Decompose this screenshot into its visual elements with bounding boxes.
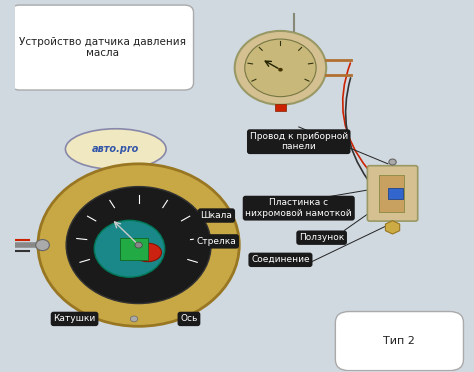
- Text: Тип 2: Тип 2: [383, 336, 415, 346]
- Ellipse shape: [65, 129, 166, 169]
- Text: Катушки: Катушки: [54, 314, 96, 323]
- Circle shape: [235, 31, 326, 105]
- Text: Пластинка с
нихромовой намоткой: Пластинка с нихромовой намоткой: [246, 198, 352, 218]
- Bar: [388, 188, 402, 199]
- Circle shape: [36, 240, 49, 251]
- Bar: [275, 104, 286, 112]
- Point: [292, 29, 297, 33]
- Circle shape: [278, 68, 283, 71]
- FancyBboxPatch shape: [10, 5, 193, 90]
- Circle shape: [38, 164, 239, 326]
- Text: Ползунок: Ползунок: [299, 233, 344, 242]
- Circle shape: [94, 220, 164, 277]
- FancyBboxPatch shape: [336, 311, 464, 371]
- Circle shape: [135, 242, 142, 248]
- Circle shape: [66, 187, 211, 304]
- Bar: [379, 175, 404, 212]
- Text: Провод к приборной
панели: Провод к приборной панели: [250, 132, 348, 151]
- Circle shape: [389, 159, 396, 165]
- Text: Устройство датчика давления
масла: Устройство датчика давления масла: [18, 37, 185, 58]
- Text: Стрелка: Стрелка: [197, 237, 236, 246]
- Polygon shape: [385, 221, 400, 234]
- Text: Ось: Ось: [180, 314, 198, 323]
- Text: Шкала: Шкала: [201, 211, 232, 220]
- Text: Соединение: Соединение: [251, 255, 310, 264]
- Bar: [120, 238, 148, 260]
- Circle shape: [130, 316, 138, 322]
- Point: [292, 12, 297, 16]
- Point: [323, 73, 329, 77]
- Text: авто.pro: авто.pro: [92, 144, 139, 154]
- Point: [323, 58, 329, 63]
- Ellipse shape: [134, 243, 162, 262]
- Circle shape: [245, 39, 316, 97]
- FancyBboxPatch shape: [367, 166, 418, 221]
- Point: [348, 73, 354, 77]
- Point: [348, 58, 354, 63]
